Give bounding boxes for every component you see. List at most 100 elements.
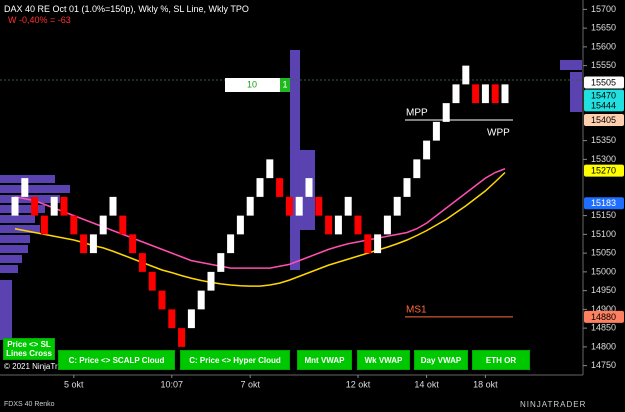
level-label: WPP [487, 128, 510, 139]
renko-brick [236, 215, 244, 235]
renko-brick [21, 178, 29, 197]
renko-brick [109, 196, 117, 216]
renko-brick [168, 309, 176, 329]
x-tick-label: 5 okt [64, 379, 84, 389]
renko-brick [227, 234, 235, 254]
toolbar-button[interactable]: C: Price <> SCALP Cloud [58, 350, 175, 370]
indicator-line [14, 168, 506, 269]
x-tick-label: 7 okt [240, 379, 260, 389]
chart-title: DAX 40 RE Oct 01 (1.0%=150p), Wkly %, SL… [4, 4, 249, 14]
renko-brick [501, 84, 509, 104]
x-tick-label: 14 okt [414, 379, 439, 389]
price-marker-label: 15470 [591, 91, 616, 101]
renko-brick [129, 234, 137, 254]
toolbar-button[interactable]: ETH OR [472, 350, 530, 370]
x-tick-label: 10:07 [161, 379, 184, 389]
counter-box [280, 78, 290, 92]
price-marker [584, 76, 624, 89]
renko-brick [354, 215, 362, 235]
renko-brick [364, 234, 372, 254]
price-marker [584, 310, 624, 323]
renko-brick [70, 215, 78, 235]
y-tick-label: 15100 [591, 229, 616, 239]
y-tick-label: 15300 [591, 154, 616, 164]
renko-brick [266, 159, 274, 179]
counter-value: 10 [247, 79, 257, 89]
renko-brick [423, 140, 431, 160]
renko-brick [481, 84, 489, 104]
renko-brick [432, 121, 440, 141]
renko-brick [11, 196, 19, 216]
toolbar-button[interactable]: Price <> SL Lines Cross [3, 338, 55, 360]
copyright: © 2021 NinjaTrader, LLC [4, 362, 93, 371]
renko-brick [40, 215, 48, 235]
renko-brick [403, 178, 411, 197]
toolbar-button[interactable]: Wk VWAP [357, 350, 410, 370]
toolbar-button[interactable]: Mnt VWAP [297, 350, 352, 370]
renko-brick [344, 196, 352, 216]
y-tick-label: 14900 [591, 304, 616, 314]
renko-brick [305, 178, 313, 197]
renko-brick [334, 215, 342, 235]
price-marker [584, 89, 624, 102]
price-marker-label: 14880 [591, 312, 616, 322]
renko-brick [256, 178, 264, 197]
price-marker-label: 15405 [591, 115, 616, 125]
renko-brick [442, 103, 450, 122]
renko-brick [60, 196, 68, 216]
renko-brick [187, 309, 195, 329]
renko-brick [472, 84, 480, 104]
renko-brick [178, 328, 186, 347]
price-marker [584, 114, 624, 126]
chart-subtitle: W -0,40% = -63 [8, 15, 71, 25]
price-marker [584, 164, 624, 177]
counter-value: 1 [282, 79, 287, 89]
price-marker-label: 15270 [591, 166, 616, 176]
x-tick-label: 18 okt [473, 379, 498, 389]
price-marker-label: 15183 [591, 198, 616, 208]
renko-brick [374, 234, 382, 254]
renko-brick [138, 253, 146, 272]
price-marker [584, 99, 624, 112]
price-marker [584, 197, 624, 210]
y-tick-label: 15050 [591, 248, 616, 258]
y-tick-label: 15550 [591, 60, 616, 70]
renko-brick [197, 290, 205, 310]
renko-brick [80, 234, 88, 254]
renko-brick [491, 84, 499, 104]
renko-brick [462, 65, 470, 85]
renko-brick [276, 178, 284, 197]
y-tick-label: 14850 [591, 323, 616, 333]
x-tick-label: 12 okt [346, 379, 371, 389]
y-tick-label: 15150 [591, 210, 616, 220]
level-label: MPP [406, 108, 428, 119]
y-tick-label: 15600 [591, 41, 616, 51]
level-label: MS1 [406, 305, 427, 316]
toolbar-button[interactable]: C: Price <> Hyper Cloud [180, 350, 290, 370]
renko-brick [452, 84, 460, 104]
renko-brick [158, 290, 166, 310]
renko-brick [246, 196, 254, 216]
price-marker-label: 15505 [591, 77, 616, 87]
y-tick-label: 15000 [591, 266, 616, 276]
y-tick-label: 15700 [591, 4, 616, 14]
renko-brick [207, 271, 215, 291]
renko-brick [31, 196, 39, 216]
renko-brick [393, 196, 401, 216]
y-tick-label: 14750 [591, 360, 616, 370]
renko-brick [315, 196, 323, 216]
toolbar-button[interactable]: Day VWAP [414, 350, 468, 370]
y-tick-label: 15650 [591, 23, 616, 33]
renko-brick [295, 196, 303, 216]
y-tick-label: 14800 [591, 341, 616, 351]
renko-brick [50, 196, 58, 216]
y-tick-label: 15350 [591, 135, 616, 145]
renko-brick [217, 253, 225, 272]
renko-brick [99, 215, 107, 235]
brand: NINJATRADER [520, 400, 587, 409]
renko-brick [119, 215, 127, 235]
renko-brick [148, 271, 156, 291]
renko-brick [285, 196, 293, 216]
